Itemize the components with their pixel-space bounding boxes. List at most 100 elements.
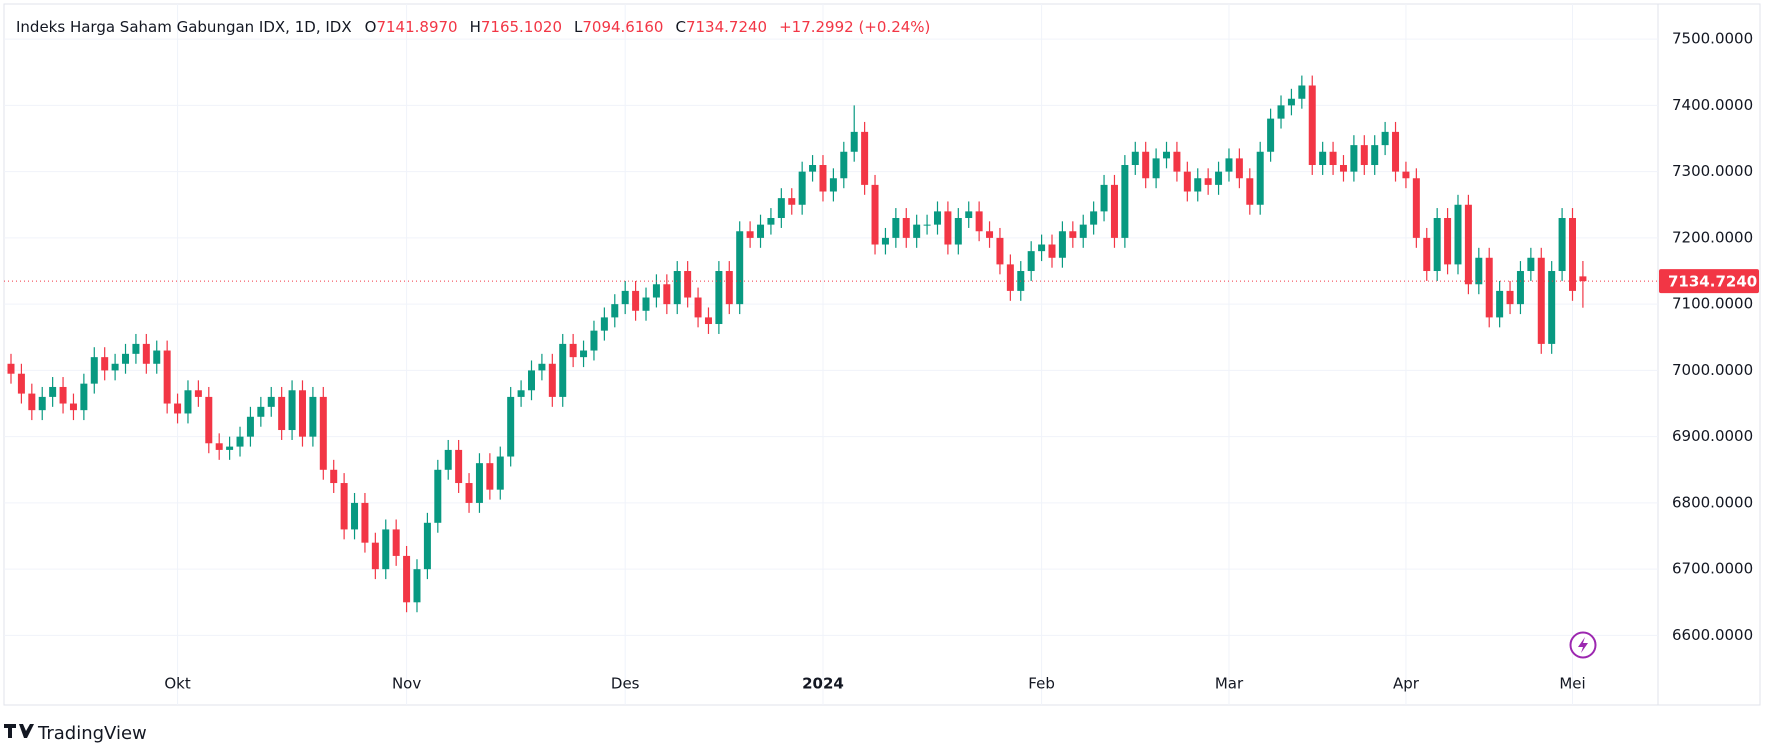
y-tick-label: 6600.0000 bbox=[1672, 626, 1753, 644]
candle-body bbox=[1339, 165, 1347, 172]
candle-body bbox=[257, 406, 265, 417]
candle-body bbox=[621, 290, 629, 305]
candle-body bbox=[902, 218, 910, 238]
candle-body bbox=[954, 218, 962, 245]
candle-body bbox=[580, 350, 588, 358]
candle-body bbox=[1256, 151, 1264, 205]
candle-body bbox=[694, 297, 702, 318]
candle-body bbox=[871, 184, 879, 245]
candle-body bbox=[434, 469, 442, 523]
header-key: O bbox=[365, 18, 377, 36]
candle-body bbox=[507, 396, 515, 457]
candle-body bbox=[538, 363, 546, 371]
x-tick-label: Des bbox=[611, 675, 640, 693]
candle-body bbox=[122, 353, 130, 364]
candle-body bbox=[1548, 271, 1556, 344]
y-tick-label: 6800.0000 bbox=[1672, 493, 1753, 511]
header-key: L bbox=[574, 18, 583, 36]
candle-body bbox=[1027, 251, 1035, 272]
candle-body bbox=[1360, 145, 1368, 166]
y-tick-label: 6900.0000 bbox=[1672, 427, 1753, 445]
candle-body bbox=[1423, 237, 1431, 272]
candle-body bbox=[205, 396, 213, 444]
x-tick-label: Okt bbox=[164, 675, 190, 693]
candle-body bbox=[798, 171, 806, 205]
candle-body bbox=[7, 363, 15, 374]
candle-body bbox=[819, 165, 827, 192]
candle-body bbox=[725, 271, 733, 305]
candle-body bbox=[288, 390, 296, 431]
candle-body bbox=[1527, 257, 1535, 272]
candle-body bbox=[1163, 151, 1171, 159]
header-key: H bbox=[470, 18, 481, 36]
candle-body bbox=[142, 343, 150, 364]
candle-body bbox=[361, 502, 369, 543]
candle-body bbox=[319, 396, 327, 470]
candle-body bbox=[1329, 151, 1337, 166]
candle-body bbox=[496, 456, 504, 490]
candle-body bbox=[340, 483, 348, 530]
candle-body bbox=[1537, 257, 1545, 344]
candle-body bbox=[1496, 290, 1504, 318]
header-value: 7165.1020 bbox=[481, 18, 562, 36]
candle-body bbox=[382, 529, 390, 570]
candle-body bbox=[548, 363, 556, 397]
candle-body bbox=[278, 396, 286, 431]
candle-body bbox=[1444, 218, 1452, 265]
candle-body bbox=[475, 463, 483, 503]
y-tick-label: 7100.0000 bbox=[1672, 295, 1753, 313]
candle-body bbox=[1131, 151, 1139, 166]
candle-body bbox=[1183, 171, 1191, 192]
candle-body bbox=[757, 224, 765, 238]
candle-body bbox=[881, 237, 889, 245]
candle-body bbox=[90, 357, 98, 384]
candle-body bbox=[1381, 131, 1389, 146]
candle-body bbox=[330, 469, 338, 484]
y-tick-label: 7500.0000 bbox=[1672, 30, 1753, 48]
candle-body bbox=[215, 443, 223, 450]
candle-body bbox=[163, 350, 171, 404]
candle-body bbox=[1267, 118, 1275, 152]
candle-body bbox=[465, 483, 473, 503]
candle-body bbox=[28, 393, 36, 411]
header-change: +17.2992 (+0.24%) bbox=[779, 18, 930, 36]
candle-body bbox=[1464, 204, 1472, 285]
candle-body bbox=[767, 218, 775, 225]
candle-body bbox=[933, 211, 941, 225]
candle-body bbox=[1048, 244, 1056, 258]
candle-body bbox=[642, 297, 650, 311]
candle-body bbox=[371, 542, 379, 570]
candle-body bbox=[569, 343, 577, 358]
x-tick-label: Mei bbox=[1559, 675, 1585, 693]
y-tick-label: 6700.0000 bbox=[1672, 560, 1753, 578]
candle-body bbox=[684, 271, 692, 298]
candle-body bbox=[923, 224, 931, 226]
candle-body bbox=[517, 390, 525, 397]
candle-body bbox=[49, 386, 57, 397]
candle-body bbox=[184, 390, 192, 414]
candle-body bbox=[611, 304, 619, 318]
candle-body bbox=[423, 522, 431, 570]
lightning-icon bbox=[1569, 631, 1597, 659]
candle-body bbox=[632, 290, 640, 311]
candle-body bbox=[1454, 204, 1462, 265]
candle-body bbox=[1058, 231, 1066, 258]
x-tick-label: 2024 bbox=[802, 675, 844, 693]
candle-body bbox=[1006, 264, 1014, 291]
candle-body bbox=[1173, 151, 1181, 172]
candle-body bbox=[1392, 131, 1400, 172]
candle-body bbox=[736, 231, 744, 305]
price-label: 7134.7240 bbox=[1668, 273, 1757, 291]
candle-body bbox=[38, 396, 46, 411]
candle-body bbox=[975, 211, 983, 232]
candle-body bbox=[1194, 178, 1202, 192]
candle-body bbox=[1215, 171, 1223, 185]
candle-body bbox=[746, 231, 754, 238]
candle-body bbox=[1152, 158, 1160, 179]
candle-body bbox=[1287, 98, 1295, 106]
chart-header: Indeks Harga Saham Gabungan IDX, 1D, IDX… bbox=[16, 18, 930, 36]
candle-body bbox=[101, 357, 109, 371]
candle-body bbox=[226, 446, 234, 450]
candle-body bbox=[17, 373, 25, 394]
candle-body bbox=[351, 502, 359, 530]
